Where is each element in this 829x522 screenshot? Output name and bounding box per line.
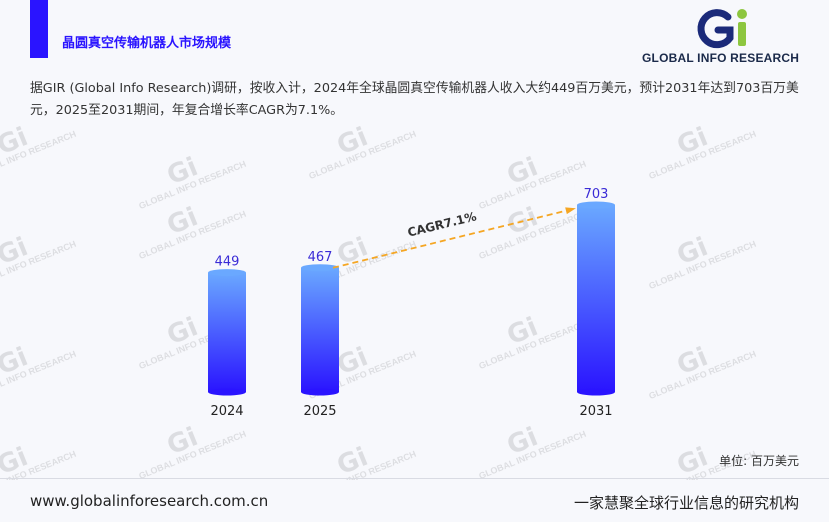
x-tick-label-2031: 2031 [579, 404, 612, 419]
footer-slogan: 一家慧聚全球行业信息的研究机构 [573, 494, 799, 512]
bar-cap-2024 [208, 269, 246, 277]
bar-2025 [301, 267, 339, 392]
bar-cap-2031 [577, 201, 615, 209]
bar-2031 [577, 205, 615, 392]
data-label-2024: 449 [215, 255, 240, 270]
x-tick-label-2024: 2024 [210, 404, 243, 419]
x-tick-label-2025: 2025 [303, 404, 336, 419]
watermark-text: GLOBAL INFO RESEARCH [307, 448, 418, 480]
watermark-text: GLOBAL INFO RESEARCH [0, 448, 78, 480]
footer-url: www.globalinforesearch.com.cn [30, 492, 269, 510]
data-label-2031: 703 [584, 187, 609, 202]
title-accent-bar [30, 0, 48, 58]
logo-text: GLOBAL INFO RESEARCH [642, 51, 800, 65]
watermark-mark: Gi [672, 442, 713, 480]
bar-base-2025 [301, 388, 339, 396]
bar-chart: 449 2024 467 2025 703 2031 CAGR7.1% [208, 187, 615, 419]
watermark-mark: Gi [0, 442, 33, 480]
bar-2024 [208, 272, 246, 392]
unit-label: 单位: 百万美元 [719, 454, 799, 468]
bar-cap-2025 [301, 264, 339, 272]
watermark-text: GLOBAL INFO RESEARCH [137, 428, 248, 480]
page-title: 晶圆真空传输机器人市场规模 [62, 36, 232, 51]
watermark-mark: Gi [332, 442, 373, 480]
cagr-arrow-head [565, 207, 576, 215]
watermark-text: GLOBAL INFO RESEARCH [477, 428, 588, 480]
cagr-annotation-label: CAGR7.1% [406, 209, 478, 239]
bar-base-2024 [208, 388, 246, 396]
cagr-dashed-line [332, 208, 574, 269]
footer-divider [0, 478, 829, 479]
intro-paragraph: 据GIR (Global Info Research)调研，按收入计，2024年… [30, 81, 799, 118]
gi-logo-icon [697, 9, 747, 49]
brand-logo: GLOBAL INFO RESEARCH [642, 8, 812, 68]
bar-base-2031 [577, 388, 615, 396]
data-label-2025: 467 [308, 250, 333, 265]
